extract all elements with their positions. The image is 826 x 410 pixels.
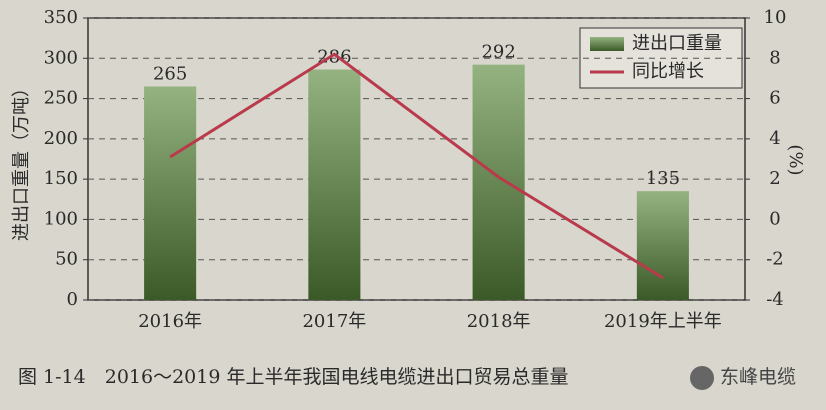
line <box>169 52 664 280</box>
legend-label: 同比增长 <box>632 61 704 82</box>
x-tick-label: 2016年 <box>138 311 202 332</box>
y2-tick-label: 10 <box>764 7 787 28</box>
x-tick-label: 2017年 <box>302 311 366 332</box>
caption: 图 1-14 2016～2019 年上半年我国电线电缆进出口贸易总重量 <box>18 366 568 388</box>
y2-tick-label: -2 <box>766 249 784 270</box>
value-label: 135 <box>646 168 680 189</box>
bar-shade <box>308 69 361 301</box>
y-tick-label: 350 <box>44 7 78 28</box>
y2-tick-label: 0 <box>769 208 780 229</box>
y-axis-label: 进出口重量（万吨） <box>11 79 32 241</box>
y2-tick-label: 8 <box>769 47 780 68</box>
y-tick-label: 200 <box>44 128 78 149</box>
y-tick-label: 100 <box>44 208 78 229</box>
y2-tick-label: -4 <box>766 289 784 310</box>
bar-shade <box>144 86 197 300</box>
watermark: 东峰电缆 <box>720 366 796 388</box>
plot-frame <box>87 17 746 301</box>
watermark-icon <box>690 366 714 390</box>
y2-tick-label: 2 <box>769 168 780 189</box>
bar-shade <box>472 64 525 300</box>
value-label: 265 <box>153 63 187 84</box>
y-tick-label: 0 <box>67 289 78 310</box>
y2-tick-label: 6 <box>769 88 780 109</box>
y-tick-label: 300 <box>44 47 78 68</box>
x-tick-label: 2019年上半年 <box>604 311 722 332</box>
legend-label: 进出口重量 <box>632 33 722 54</box>
legend-swatch-shade <box>590 37 624 51</box>
x-tick-label: 2018年 <box>467 311 531 332</box>
y-tick-label: 50 <box>55 249 78 270</box>
y-tick-label: 150 <box>44 168 78 189</box>
y2-axis-label: (%) <box>785 144 806 175</box>
y-tick-label: 250 <box>44 88 78 109</box>
y2-tick-label: 4 <box>769 128 780 149</box>
bar-shade <box>636 191 689 300</box>
value-label: 292 <box>481 42 515 63</box>
